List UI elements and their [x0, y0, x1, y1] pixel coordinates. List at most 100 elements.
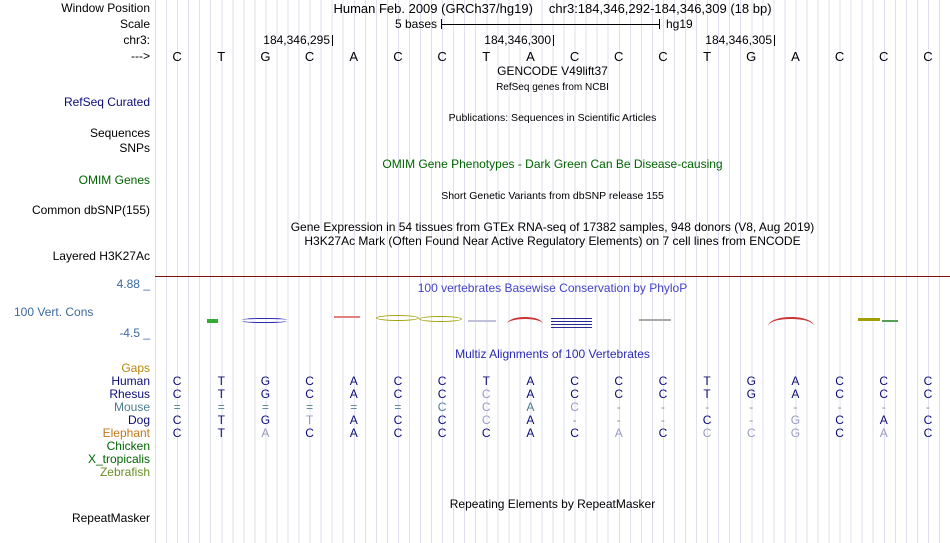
aln-dog-14: -: [749, 413, 754, 427]
base-6: C: [393, 49, 403, 64]
track-label-common-dbsnp[interactable]: Common dbSNP(155): [31, 203, 150, 217]
base-1: C: [172, 49, 182, 64]
track-label-chrom[interactable]: chr3:: [123, 33, 150, 47]
track-label-cons-max[interactable]: 4.88 _: [116, 277, 150, 291]
aln-human-13: T: [703, 374, 711, 388]
aln-dog-9: A: [526, 413, 535, 427]
track-title-dbsnp-title[interactable]: Short Genetic Variants from dbSNP releas…: [441, 190, 664, 202]
aln-rhesus-11: C: [614, 387, 624, 401]
conservation-mark-4: [376, 315, 419, 321]
base-3: G: [260, 49, 271, 64]
track-title-multiz-title[interactable]: Multiz Alignments of 100 Vertebrates: [455, 347, 650, 361]
track-label-chicken[interactable]: Chicken: [106, 439, 150, 453]
track-label-sequences[interactable]: Sequences: [89, 126, 150, 140]
track-label-elephant[interactable]: Elephant: [102, 426, 150, 440]
aln-rhesus-15: A: [791, 387, 800, 401]
aln-mouse-9: A: [526, 400, 535, 414]
aln-rhesus-10: C: [570, 387, 579, 401]
aln-dog-13: C: [702, 413, 712, 427]
aln-rhesus-4: C: [305, 387, 314, 401]
track-title-refseq-subtitle[interactable]: RefSeq genes from NCBI: [496, 82, 609, 93]
base-18: C: [923, 49, 933, 64]
base-15: A: [791, 49, 800, 64]
conservation-mark-3: [334, 316, 360, 318]
conservation-mark-8: [551, 318, 592, 329]
track-label-gaps[interactable]: Gaps: [121, 361, 150, 375]
track-title-repeatmasker-title[interactable]: Repeating Elements by RepeatMasker: [449, 497, 656, 511]
position-title: chr3:184,346,292-184,346,309 (18 bp): [548, 1, 772, 16]
track-label-snps[interactable]: SNPs: [119, 141, 150, 155]
track-title-omim-title[interactable]: OMIM Gene Phenotypes - Dark Green Can Be…: [382, 157, 723, 171]
base-4: C: [304, 49, 315, 64]
track-label-x-tropicalis[interactable]: X_tropicalis: [87, 452, 150, 466]
conservation-mark-5: [419, 316, 462, 322]
coordinate-label-3: 184,346,305: [705, 33, 772, 47]
aln-mouse-5: =: [350, 400, 358, 414]
aln-mouse-16: -: [837, 400, 842, 414]
aln-dog-12: -: [660, 413, 665, 427]
aln-mouse-13: -: [705, 400, 710, 414]
aln-elephant-14: C: [746, 426, 756, 440]
track-label-dog[interactable]: Dog: [127, 413, 150, 427]
aln-human-14: G: [746, 374, 756, 388]
track-title-conservation-title[interactable]: 100 vertebrates Basewise Conservation by…: [417, 281, 688, 295]
aln-dog-3: G: [260, 413, 271, 427]
track-label-cons-min[interactable]: -4.5 _: [119, 326, 150, 340]
aln-elephant-13: C: [702, 426, 712, 440]
track-label-window-position[interactable]: Window Position: [61, 1, 150, 15]
track-title-h3k27ac-title[interactable]: H3K27Ac Mark (Often Found Near Active Re…: [304, 234, 801, 248]
aln-human-7: C: [437, 374, 447, 388]
scale-ruler: [441, 19, 660, 29]
aln-mouse-2: =: [217, 400, 225, 414]
track-label-rhesus[interactable]: Rhesus: [109, 387, 150, 401]
conservation-mark-1: [207, 319, 218, 323]
aln-elephant-8: C: [481, 426, 491, 440]
aln-mouse-17: -: [881, 400, 886, 414]
aln-dog-4: T: [305, 413, 314, 427]
aln-human-11: C: [614, 374, 624, 388]
track-title-gtex-title[interactable]: Gene Expression in 54 tissues from GTEx …: [290, 220, 815, 234]
track-area[interactable]: [155, 0, 950, 543]
aln-elephant-17: A: [879, 426, 888, 440]
aln-mouse-11: -: [616, 400, 621, 414]
aln-human-18: C: [923, 374, 933, 388]
base-13: T: [703, 49, 712, 64]
aln-mouse-6: =: [394, 400, 402, 414]
track-label-omim-genes[interactable]: OMIM Genes: [78, 173, 150, 187]
aln-elephant-3: A: [261, 426, 270, 440]
aln-elephant-1: C: [172, 426, 182, 440]
track-title-publications-title[interactable]: Publications: Sequences in Scientific Ar…: [448, 112, 657, 124]
track-label-refseq-curated[interactable]: RefSeq Curated: [63, 95, 150, 109]
aln-dog-15: G: [790, 413, 801, 427]
track-label-scale[interactable]: Scale: [119, 17, 150, 31]
aln-rhesus-6: C: [393, 387, 403, 401]
base-12: C: [658, 49, 668, 64]
scale-bar-label: 5 bases: [394, 17, 437, 31]
aln-dog-8: C: [481, 413, 491, 427]
aln-dog-18: C: [923, 413, 933, 427]
conservation-mark-11: [858, 318, 880, 321]
aln-mouse-12: -: [660, 400, 665, 414]
track-label-mouse[interactable]: Mouse: [113, 400, 150, 414]
base-2: T: [217, 49, 226, 64]
base-7: C: [437, 49, 447, 64]
track-label-repeatmasker[interactable]: RepeatMasker: [71, 511, 150, 525]
aln-elephant-5: A: [349, 426, 358, 440]
base-14: G: [746, 49, 757, 64]
aln-human-2: T: [217, 374, 225, 388]
aln-mouse-7: C: [437, 400, 447, 414]
track-label-cons-name[interactable]: 100 Vert. Cons: [14, 305, 94, 319]
assembly-tag: hg19: [666, 17, 693, 31]
base-9: A: [526, 49, 535, 64]
aln-rhesus-9: A: [526, 387, 535, 401]
track-label-layered-h3k27ac[interactable]: Layered H3K27Ac: [52, 249, 150, 263]
aln-dog-17: A: [879, 413, 888, 427]
track-label-strand-arrow[interactable]: --->: [131, 49, 150, 63]
track-label-zebrafish[interactable]: Zebrafish: [99, 465, 150, 479]
aln-mouse-18: -: [925, 400, 930, 414]
track-title-gencode-title[interactable]: GENCODE V49lift37: [497, 64, 608, 78]
aln-rhesus-14: G: [746, 387, 756, 401]
track-label-human[interactable]: Human: [111, 374, 150, 388]
aln-elephant-10: C: [570, 426, 579, 440]
aln-rhesus-17: C: [879, 387, 889, 401]
